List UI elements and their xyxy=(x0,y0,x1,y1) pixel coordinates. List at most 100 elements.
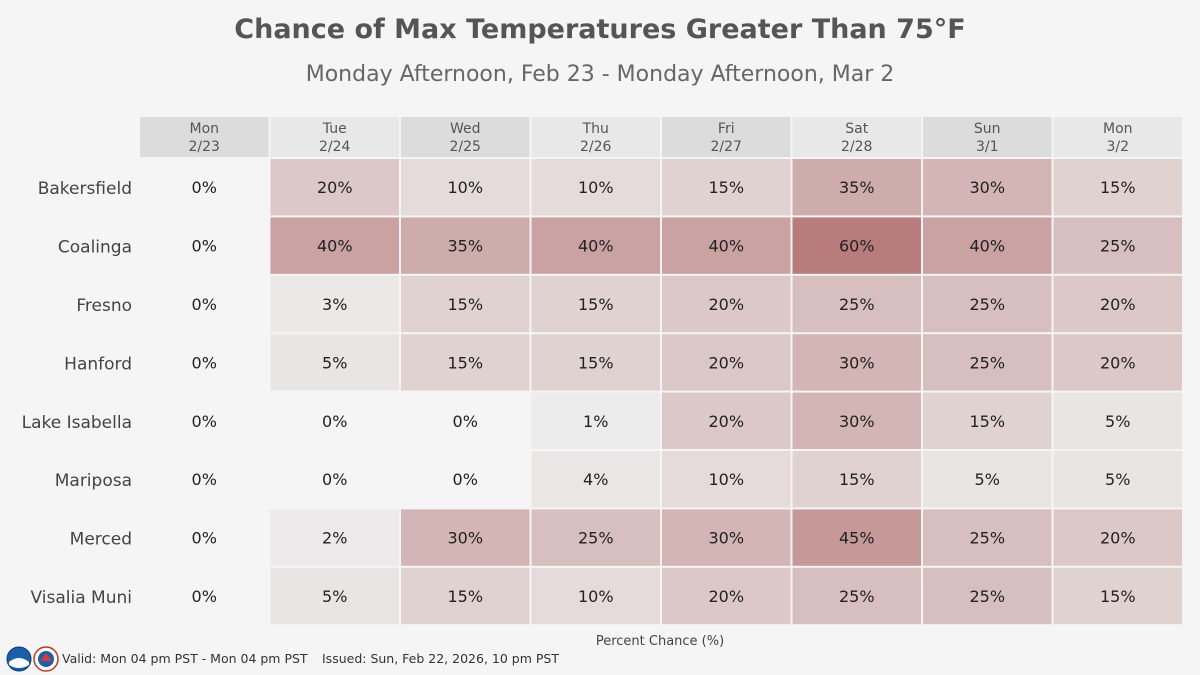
cell-value-label: 25% xyxy=(839,587,875,606)
heatmap-cell xyxy=(1053,509,1182,566)
cell-value-label: 30% xyxy=(839,353,875,372)
cell-value-label: 40% xyxy=(317,237,353,256)
cell-value-label: 30% xyxy=(447,529,483,548)
heatmap-cell xyxy=(792,217,921,274)
column-header-bg xyxy=(531,117,660,157)
heatmap-cell xyxy=(401,217,530,274)
heatmap-cell xyxy=(662,334,791,391)
heatmap-cell xyxy=(1053,451,1182,508)
cell-value-label: 35% xyxy=(839,178,875,197)
cell-value-label: 40% xyxy=(578,237,614,256)
heatmap-cell xyxy=(923,451,1052,508)
heatmap-cell xyxy=(401,509,530,566)
heatmap-cell xyxy=(531,509,660,566)
cell-value-label: 15% xyxy=(447,295,483,314)
heatmap-cell xyxy=(1053,159,1182,216)
column-header-bg xyxy=(401,117,530,157)
heatmap-cell xyxy=(401,334,530,391)
nws-logo-icon xyxy=(33,646,59,672)
cell-value-label: 1% xyxy=(583,412,608,431)
column-header-day: Sun xyxy=(974,121,1001,137)
heatmap-cell xyxy=(140,567,269,625)
cell-value-label: 20% xyxy=(1100,295,1136,314)
cell-value-label: 15% xyxy=(578,295,614,314)
cell-value-label: 25% xyxy=(839,295,875,314)
column-header-day: Thu xyxy=(582,121,609,137)
cell-value-label: 0% xyxy=(322,470,347,489)
cell-value-label: 20% xyxy=(1100,353,1136,372)
cell-value-label: 0% xyxy=(192,587,217,606)
cell-value-label: 45% xyxy=(839,529,875,548)
cell-value-label: 40% xyxy=(969,237,1005,256)
cell-value-label: 20% xyxy=(708,587,744,606)
heatmap-cell xyxy=(270,509,399,566)
column-header-day: Tue xyxy=(322,121,347,137)
cell-value-label: 0% xyxy=(322,412,347,431)
heatmap-cell xyxy=(792,392,921,449)
heatmap-cell xyxy=(662,159,791,216)
valid-period-text: Valid: Mon 04 pm PST - Mon 04 pm PST xyxy=(62,651,308,666)
row-label: Merced xyxy=(70,530,132,550)
cell-value-label: 5% xyxy=(1105,470,1130,489)
cell-value-label: 10% xyxy=(447,178,483,197)
cell-value-label: 15% xyxy=(839,470,875,489)
cell-value-label: 60% xyxy=(839,237,875,256)
heatmap-cell xyxy=(923,159,1052,216)
heatmap-cell xyxy=(401,159,530,216)
row-label: Hanford xyxy=(64,354,132,374)
cell-value-label: 0% xyxy=(192,237,217,256)
cell-value-label: 20% xyxy=(317,178,353,197)
issued-time-text: Issued: Sun, Feb 22, 2026, 10 pm PST xyxy=(322,651,559,666)
heatmap-cell xyxy=(662,509,791,566)
cell-value-label: 0% xyxy=(192,353,217,372)
column-header-day: Fri xyxy=(718,121,735,137)
column-header-bg xyxy=(1053,117,1182,157)
cell-value-label: 0% xyxy=(453,412,478,431)
cell-value-label: 3% xyxy=(322,295,347,314)
column-header-day: Wed xyxy=(450,121,481,137)
heatmap-cell xyxy=(662,392,791,449)
heatmap-cell xyxy=(270,217,399,274)
heatmap-cell xyxy=(923,217,1052,274)
heatmap-cell xyxy=(1053,217,1182,274)
cell-value-label: 0% xyxy=(192,412,217,431)
heatmap-cell xyxy=(401,275,530,333)
cell-value-label: 0% xyxy=(192,178,217,197)
heatmap-cell xyxy=(270,392,399,449)
cell-value-label: 10% xyxy=(578,178,614,197)
cell-value-label: 15% xyxy=(1100,587,1136,606)
heatmap-cell xyxy=(531,334,660,391)
heatmap-cell xyxy=(792,334,921,391)
row-label: Coalinga xyxy=(58,238,132,258)
column-header-date: 2/23 xyxy=(189,139,220,155)
heatmap-cell xyxy=(531,217,660,274)
column-header-date: 3/1 xyxy=(976,139,999,155)
agency-logos xyxy=(6,646,59,672)
heatmap-cell xyxy=(270,159,399,216)
row-label: Mariposa xyxy=(55,471,132,491)
column-header-date: 2/26 xyxy=(580,139,612,155)
cell-value-label: 2% xyxy=(322,529,347,548)
heatmap-cell xyxy=(531,567,660,625)
heatmap-cell xyxy=(923,509,1052,566)
heatmap-cell xyxy=(140,159,269,216)
cell-value-label: 30% xyxy=(969,178,1005,197)
heatmap-cell xyxy=(1053,392,1182,449)
row-label: Bakersfield xyxy=(38,179,132,199)
heatmap-cell xyxy=(140,509,269,566)
heatmap-cell xyxy=(923,334,1052,391)
cell-value-label: 25% xyxy=(1100,237,1136,256)
cell-value-label: 20% xyxy=(708,295,744,314)
column-header-bg xyxy=(140,117,269,157)
heatmap-cell xyxy=(792,451,921,508)
heatmap-cell xyxy=(531,451,660,508)
heatmap-cell xyxy=(662,451,791,508)
heatmap-cell xyxy=(1053,334,1182,391)
cell-value-label: 15% xyxy=(578,353,614,372)
cell-value-label: 0% xyxy=(192,529,217,548)
column-header-bg xyxy=(792,117,921,157)
row-label: Visalia Muni xyxy=(31,588,132,608)
chart-subtitle: Monday Afternoon, Feb 23 - Monday Aftern… xyxy=(305,62,895,87)
heatmap-cell xyxy=(792,275,921,333)
heatmap-cell xyxy=(270,451,399,508)
